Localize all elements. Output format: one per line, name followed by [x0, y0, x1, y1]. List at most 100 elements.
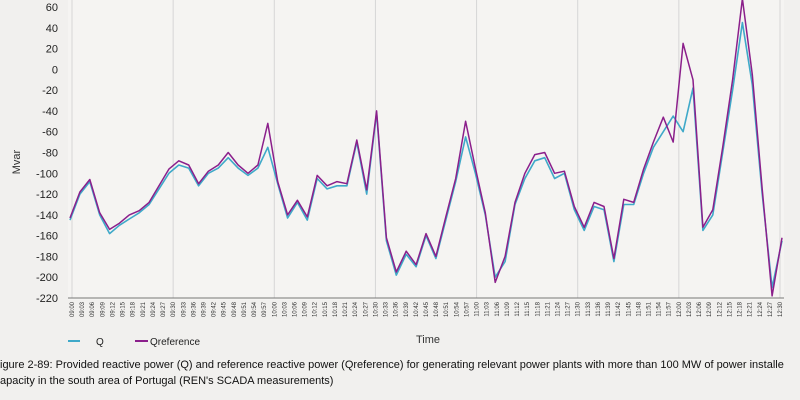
series-line-qreference [69, 0, 783, 297]
x-tick-label: 11:30 [576, 301, 582, 316]
x-tick-label: 11:33 [586, 301, 592, 316]
x-tick-label: 10:54 [454, 301, 460, 317]
y-tick-label: -60 [42, 127, 58, 139]
x-tick-label: 10:24 [353, 301, 359, 317]
y-tick-label: 0 [52, 64, 58, 76]
x-tick-label: 11:12 [515, 301, 521, 316]
x-tick-label: 12:27 [768, 301, 774, 317]
x-tick-label: 09:48 [232, 301, 238, 317]
y-tick-label: -80 [42, 148, 58, 160]
x-tick-label: 11:21 [545, 301, 551, 316]
x-tick-label: 11:39 [606, 301, 612, 316]
y-tick-labels: 60 40 20 0 -20 -40 -60 -80 -100 -120 -140 -160 -180 -… [36, 2, 58, 305]
y-tick-label: -220 [36, 293, 58, 305]
x-tick-label: 10:42 [414, 301, 420, 317]
x-tick-label: 09:03 [80, 301, 86, 317]
caption-line-1: igure 2-89: Provided reactive power (Q) … [0, 359, 784, 371]
x-tick-label: 10:15 [323, 301, 329, 317]
x-tick-label: 10:18 [333, 301, 339, 317]
x-tick-label: 10:06 [293, 301, 299, 317]
x-tick-label: 10:57 [464, 301, 470, 317]
x-tick-label: 11:09 [505, 301, 511, 316]
x-tick-label: 10:39 [404, 301, 410, 317]
x-tick-label: 09:30 [171, 301, 177, 317]
x-tick-label: 09:36 [191, 301, 197, 317]
x-tick-label: 10:45 [424, 301, 430, 317]
y-tick-label: -40 [42, 106, 58, 118]
x-tick-label: 09:54 [252, 301, 258, 317]
x-tick-label: 10:21 [343, 301, 349, 317]
x-tick-label: 11:45 [626, 301, 632, 316]
y-tick-label: -160 [36, 231, 58, 243]
x-tick-label: 12:24 [758, 301, 764, 317]
x-tick-label: 12:15 [727, 301, 733, 317]
x-tick-label: 09:45 [222, 301, 228, 317]
x-tick-label: 09:12 [110, 301, 116, 317]
x-axis-title: Time [416, 334, 440, 346]
x-tick-label: 11:00 [475, 301, 481, 316]
x-tick-label: 09:24 [151, 301, 157, 317]
x-tick-label: 09:33 [181, 301, 187, 317]
x-tick-label: 12:30 [778, 301, 784, 317]
x-tick-label: 09:51 [242, 301, 248, 317]
x-tick-label: 10:36 [394, 301, 400, 317]
y-axis-title: Mvar [11, 149, 23, 174]
x-tick-label: 11:57 [667, 301, 673, 316]
x-tick-label: 09:18 [131, 301, 137, 317]
legend: Q Qreference [68, 337, 200, 348]
x-tick-label: 11:42 [616, 301, 622, 316]
series-lines [69, 0, 783, 297]
x-tick-label: 12:00 [677, 301, 683, 317]
legend-label-qreference: Qreference [150, 337, 200, 348]
x-tick-label: 11:24 [555, 301, 561, 316]
x-tick-label: 12:09 [707, 301, 713, 317]
x-tick-label: 12:18 [738, 301, 744, 317]
x-tick-label: 11:54 [657, 301, 663, 316]
y-tick-label: 20 [46, 44, 58, 56]
grid-lines [71, 0, 781, 298]
x-tick-label: 11:06 [495, 301, 501, 316]
x-tick-label: 09:06 [90, 301, 96, 317]
x-tick-label: 09:15 [121, 301, 127, 317]
x-tick-labels: 09:00 09:03 09:06 09:09 09:12 09:15 09:18 09:21… [70, 301, 784, 317]
x-tick-label: 09:42 [212, 301, 218, 317]
x-tick-label: 10:27 [363, 301, 369, 317]
x-tick-label: 09:39 [201, 301, 207, 317]
y-tick-label: -140 [36, 210, 58, 222]
x-tick-label: 10:09 [303, 301, 309, 317]
x-tick-label: 09:21 [141, 301, 147, 317]
x-tick-label: 09:57 [262, 301, 268, 317]
x-tick-label: 10:03 [282, 301, 288, 317]
x-tick-label: 10:33 [384, 301, 390, 317]
x-tick-label: 09:27 [161, 301, 167, 317]
x-tick-label: 10:51 [444, 301, 450, 317]
x-tick-label: 10:00 [272, 301, 278, 317]
figure-caption: igure 2-89: Provided reactive power (Q) … [0, 357, 800, 389]
y-tick-label: -200 [36, 272, 58, 284]
x-tick-label: 12:03 [687, 301, 693, 317]
x-tick-label: 11:18 [535, 301, 541, 316]
y-tick-label: -20 [42, 85, 58, 97]
plot-area [68, 0, 784, 300]
x-tick-label: 11:03 [485, 301, 491, 316]
caption-line-2: apacity in the south area of Portugal (R… [0, 375, 334, 387]
y-tick-label: 60 [46, 2, 58, 14]
x-tick-label: 11:51 [647, 301, 653, 316]
y-tick-label: 40 [46, 23, 58, 35]
legend-label-q: Q [96, 337, 104, 348]
y-tick-label: -120 [36, 189, 58, 201]
x-tick-label: 12:12 [717, 301, 723, 317]
y-tick-label: -100 [36, 168, 58, 180]
x-tick-label: 11:27 [566, 301, 572, 316]
x-tick-label: 12:21 [748, 301, 754, 317]
x-tick-label: 10:12 [313, 301, 319, 317]
y-tick-label: -180 [36, 251, 58, 263]
x-tick-label: 10:30 [373, 301, 379, 317]
x-tick-label: 12:06 [697, 301, 703, 317]
x-tick-label: 09:00 [70, 301, 76, 317]
x-tick-label: 11:15 [525, 301, 531, 316]
x-tick-label: 11:36 [596, 301, 602, 316]
x-tick-label: 10:48 [434, 301, 440, 317]
x-tick-label: 11:48 [636, 301, 642, 316]
x-tick-label: 09:09 [100, 301, 106, 317]
